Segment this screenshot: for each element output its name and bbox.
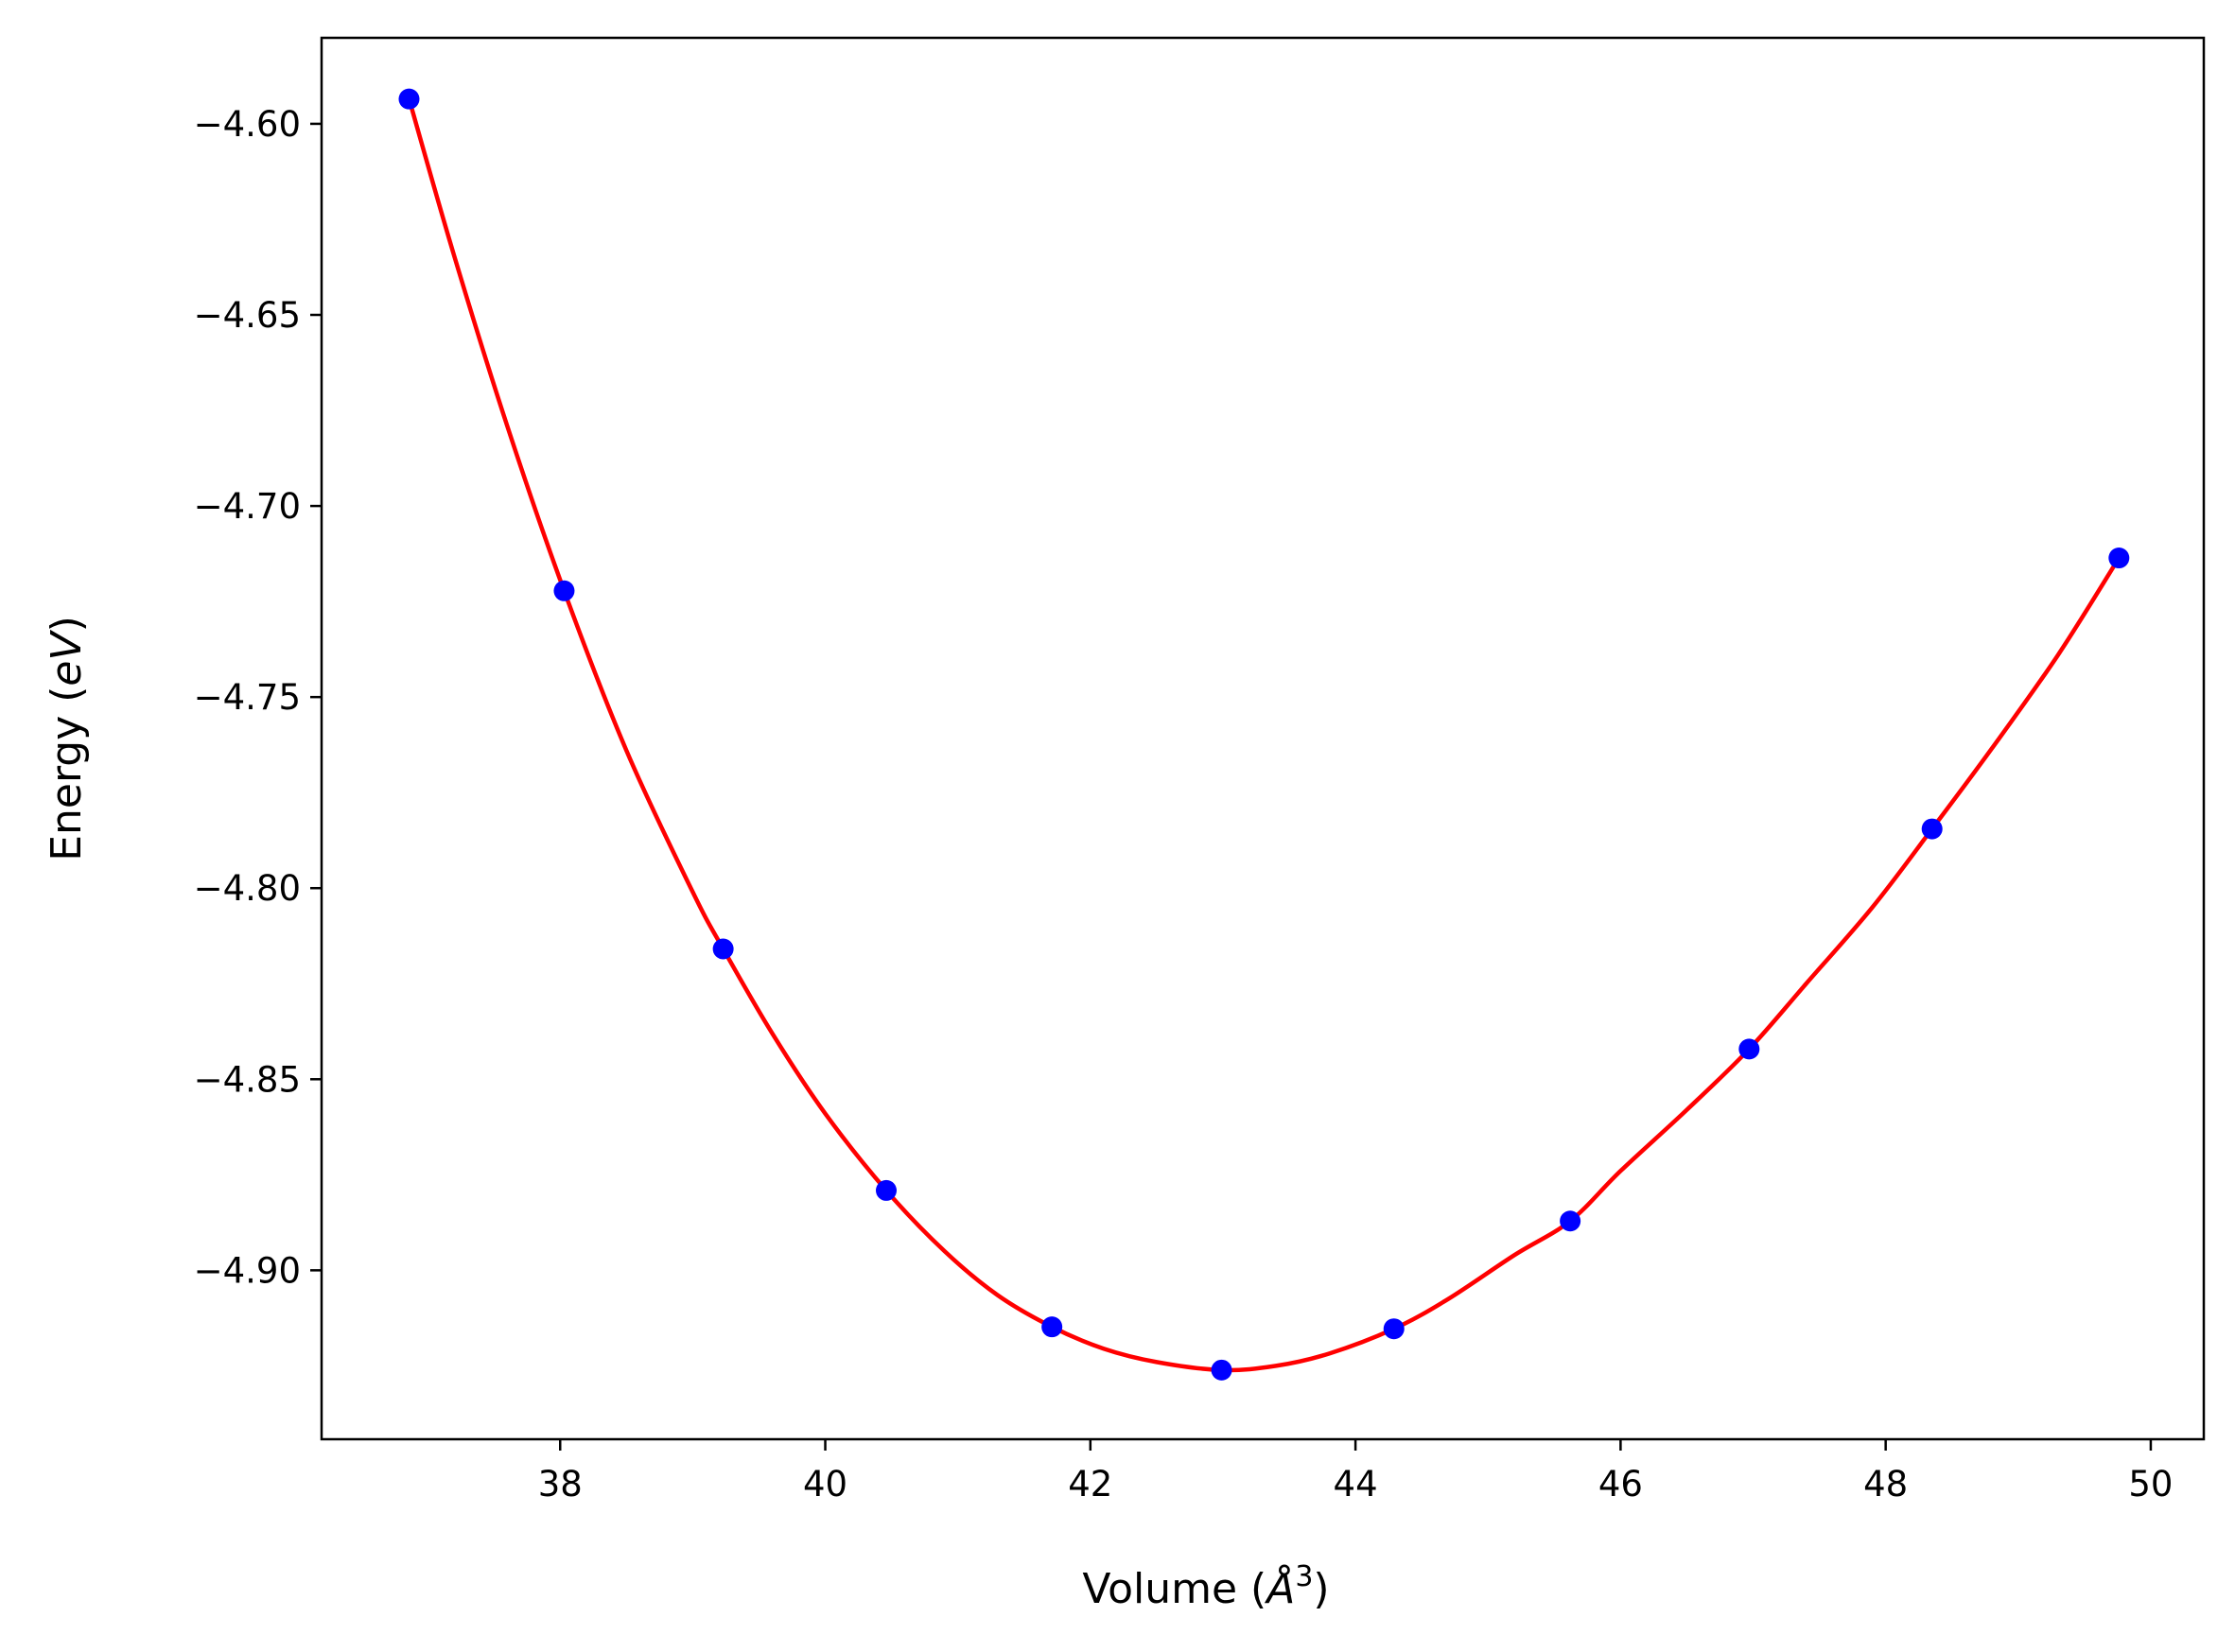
x-tick-label: 46 <box>1598 1464 1643 1504</box>
y-axis-title-close: ) <box>43 616 91 632</box>
x-tick-label: 38 <box>538 1464 583 1504</box>
axis-ticks: 38 40 42 44 46 48 50 −4.60 −4.65 −4.70 −4.75 −4.80 −… <box>194 104 2174 1504</box>
data-point <box>712 938 734 960</box>
x-tick-label: 40 <box>803 1464 847 1504</box>
y-tick-label: −4.70 <box>194 486 301 527</box>
axes-frame <box>320 36 2206 1441</box>
data-point <box>1560 1210 1581 1232</box>
x-axis-title: Volume (Å3) <box>1082 1560 1329 1613</box>
y-axis-title-symbol: eV <box>43 630 91 687</box>
y-axis-title-text: Energy ( <box>43 687 91 861</box>
data-point <box>553 580 575 601</box>
x-axis-title-text: Volume ( <box>1082 1565 1266 1613</box>
plot-area <box>398 88 2130 1381</box>
y-tick-label: −4.65 <box>194 295 301 336</box>
x-axis-title-symbol: Å <box>1264 1563 1295 1613</box>
data-point <box>1211 1359 1232 1381</box>
y-tick-label: −4.85 <box>194 1059 301 1100</box>
y-tick-label: −4.90 <box>194 1250 301 1291</box>
x-axis-title-close: ) <box>1313 1565 1329 1613</box>
x-tick-label: 48 <box>1863 1464 1908 1504</box>
x-tick-label: 42 <box>1068 1464 1112 1504</box>
data-point <box>2108 548 2130 569</box>
data-point <box>398 88 420 110</box>
y-tick-label: −4.80 <box>194 868 301 909</box>
x-tick-label: 50 <box>2128 1464 2173 1504</box>
y-tick-label: −4.75 <box>194 677 301 718</box>
y-tick-label: −4.60 <box>194 104 301 145</box>
data-point <box>1041 1316 1063 1338</box>
data-point <box>1383 1318 1405 1340</box>
fit-curve-line <box>407 98 2122 1373</box>
data-point <box>1921 818 1943 840</box>
data-point <box>876 1179 897 1201</box>
x-tick-label: 44 <box>1334 1464 1378 1504</box>
x-axis-title-superscript: 3 <box>1295 1560 1313 1593</box>
y-axis-title: Energy (eV) <box>43 616 91 861</box>
data-point <box>1738 1038 1760 1060</box>
